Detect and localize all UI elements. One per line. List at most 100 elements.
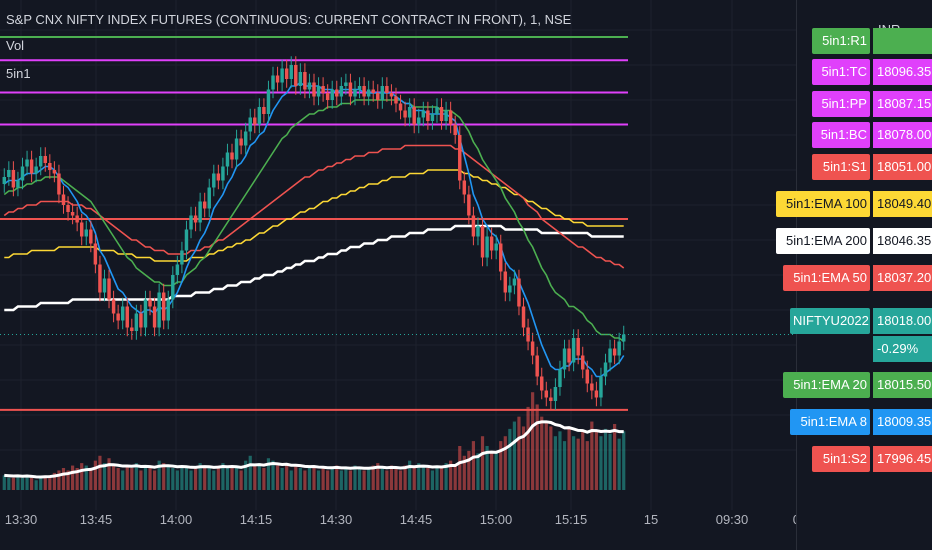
candle-body xyxy=(102,278,107,293)
price-tag-value: 18096.35 xyxy=(873,59,932,85)
volume-bar xyxy=(266,458,271,490)
candle-body xyxy=(353,89,357,97)
candle-body xyxy=(471,215,476,237)
candle-body xyxy=(284,68,289,79)
volume-bar xyxy=(444,463,448,490)
candle-body xyxy=(435,107,439,114)
volume-bar xyxy=(316,470,321,490)
candle-body xyxy=(89,229,93,244)
candle-body xyxy=(29,159,34,174)
5in1-indicator-label[interactable]: 5in1 xyxy=(6,66,31,81)
volume-bar xyxy=(458,446,462,490)
candle-body xyxy=(362,86,366,97)
volume-bar xyxy=(535,404,539,490)
volume-indicator-label[interactable]: Vol xyxy=(6,38,25,53)
candle-body xyxy=(549,397,553,401)
candle-body xyxy=(243,131,248,146)
volume-bar xyxy=(93,460,97,490)
candle-body xyxy=(380,86,385,100)
candle-body xyxy=(225,152,230,167)
volume-bar xyxy=(98,455,102,490)
candle-body xyxy=(357,86,362,90)
volume-bar xyxy=(494,453,498,490)
price-tag-value: 17996.45 xyxy=(873,446,932,472)
price-tag-value: 18087.15 xyxy=(873,91,932,117)
candle-body xyxy=(562,348,567,370)
candle-body xyxy=(161,292,166,321)
volume-bar xyxy=(139,470,143,490)
volume-bar xyxy=(512,421,517,490)
volume-bar xyxy=(426,468,430,490)
price-tag-value: 18018.00 xyxy=(873,308,932,334)
volume-bar xyxy=(335,465,339,490)
volume-bar xyxy=(380,468,384,490)
ema100-line xyxy=(4,169,624,262)
price-tag-name: 5in1:EMA 100 xyxy=(775,191,870,217)
volume-bar xyxy=(371,465,375,490)
candle-body xyxy=(530,341,535,356)
candle-body xyxy=(207,187,211,209)
volume-bar xyxy=(180,465,184,490)
volume-bar xyxy=(603,428,608,490)
candle-body xyxy=(275,75,280,83)
candle-body xyxy=(38,156,43,167)
volume-bar xyxy=(66,470,70,490)
volume-bar xyxy=(221,463,225,490)
candle-body xyxy=(166,299,170,321)
candle-body xyxy=(385,86,389,93)
volume-bar xyxy=(339,470,343,490)
volume-bar xyxy=(43,475,47,490)
price-tag-name: 5in1:EMA 50 xyxy=(782,265,870,291)
candle-body xyxy=(321,86,325,93)
volume-bar xyxy=(449,460,453,490)
volume-bar xyxy=(11,477,15,490)
volume-bar xyxy=(2,475,6,490)
volume-bar xyxy=(134,463,138,490)
volume-bar xyxy=(230,465,234,490)
candle-body xyxy=(371,89,375,93)
candle-body xyxy=(439,107,444,121)
candle-body xyxy=(157,292,161,328)
ema20-line xyxy=(3,99,625,343)
volume-bar xyxy=(303,470,307,490)
candle-body xyxy=(558,369,562,387)
candle-body xyxy=(480,226,485,258)
candle-body xyxy=(590,383,594,391)
volume-bar xyxy=(403,465,407,490)
volume-bar xyxy=(503,436,507,490)
time-tick-label: 13:45 xyxy=(80,512,113,527)
volume-bar xyxy=(198,463,202,490)
candle-body xyxy=(202,201,207,209)
candle-body xyxy=(294,65,298,86)
price-tag-value: 18037.20 xyxy=(873,265,932,291)
volume-bar xyxy=(353,465,357,490)
volume-bar xyxy=(102,463,107,490)
candle-body xyxy=(189,215,193,230)
candle-body xyxy=(280,68,284,83)
volume-bar xyxy=(244,460,248,490)
candle-body xyxy=(98,264,102,293)
volume-bar xyxy=(485,446,489,490)
volume-ma-line xyxy=(4,420,624,479)
candle-body xyxy=(585,369,590,384)
candle-body xyxy=(303,72,307,90)
volume-bar xyxy=(203,465,207,490)
volume-bar xyxy=(362,470,366,490)
volume-bar xyxy=(52,472,56,490)
candle-body xyxy=(298,72,303,86)
volume-bar xyxy=(171,468,175,490)
candle-body xyxy=(148,299,152,307)
volume-bar xyxy=(175,470,179,490)
candle-body xyxy=(79,222,84,237)
price-tag-name: 5in1:EMA 20 xyxy=(782,372,870,398)
volume-bar xyxy=(7,477,11,490)
candle-body xyxy=(193,215,198,223)
volume-bar xyxy=(253,465,257,490)
candle-body xyxy=(339,86,344,97)
volume-bar xyxy=(294,465,298,490)
candle-body xyxy=(508,285,512,293)
volume-bar xyxy=(344,468,348,490)
candle-body xyxy=(66,205,70,212)
candle-body xyxy=(111,299,116,314)
